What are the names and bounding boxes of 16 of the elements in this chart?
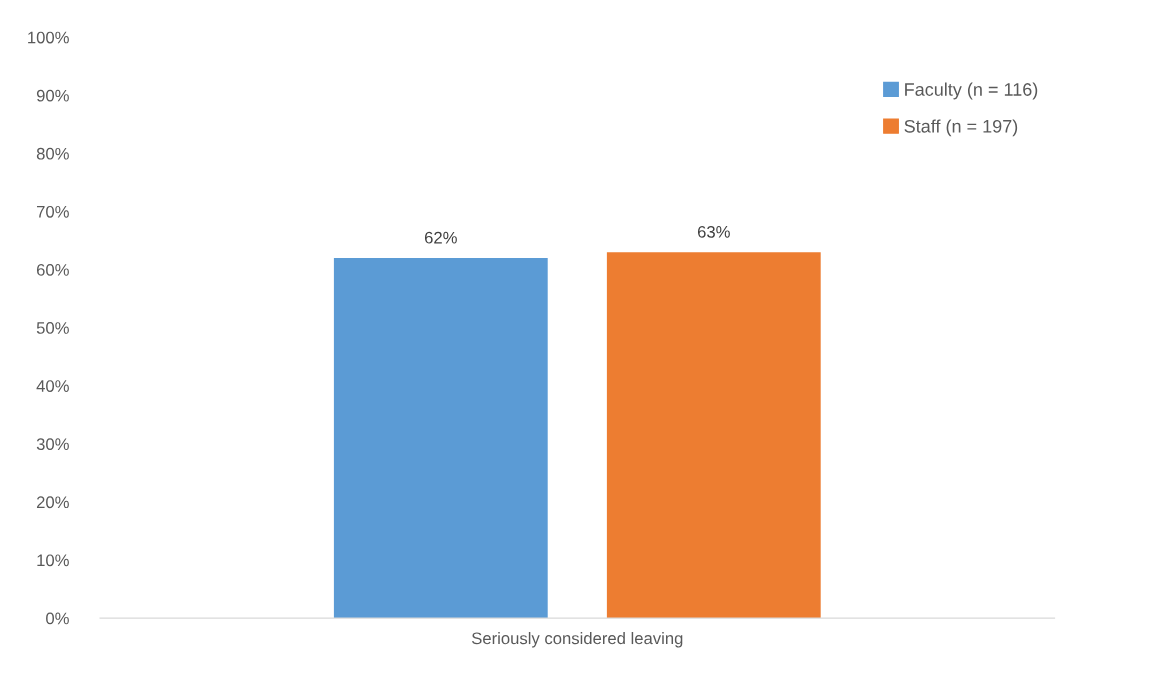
y-tick-label: 10% <box>37 554 69 567</box>
y-tick-label: 80% <box>36 147 69 160</box>
y-tick-label: 20% <box>36 496 69 509</box>
legend-label: Faculty (n = 116) <box>905 82 1038 100</box>
y-tick-label: 30% <box>36 438 69 451</box>
x-tick-label: Seriously considered leaving <box>471 631 683 648</box>
data-label: 63% <box>697 225 730 238</box>
data-label: 62% <box>424 231 457 244</box>
y-tick-label: 90% <box>36 89 69 102</box>
y-tick-label: 50% <box>36 322 69 334</box>
y-tick-label: 0% <box>46 612 69 625</box>
y-tick-label: 70% <box>36 205 69 218</box>
y-tick-label: 100% <box>28 31 69 44</box>
y-tick-label: 60% <box>36 263 69 276</box>
legend-label: Staff (n = 197) <box>904 119 1018 137</box>
y-tick-label: 40% <box>36 380 69 392</box>
